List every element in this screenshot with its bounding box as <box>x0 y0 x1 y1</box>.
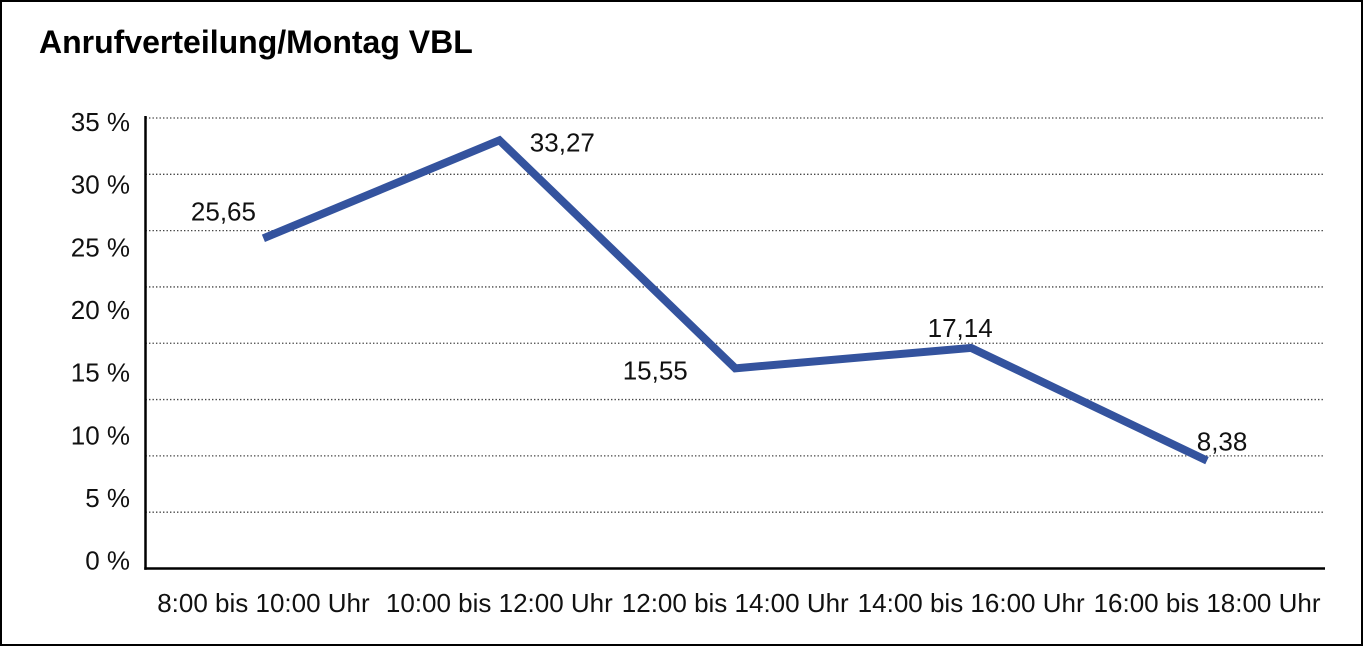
point-value-label: 25,65 <box>191 196 256 226</box>
y-tick-label: 30 % <box>71 170 130 200</box>
y-tick-label: 0 % <box>85 546 130 576</box>
series-line <box>261 135 1209 465</box>
x-category-label: 10:00 bis 12:00 Uhr <box>386 588 613 618</box>
point-value-label: 17,14 <box>928 313 993 343</box>
x-category-label: 12:00 bis 14:00 Uhr <box>622 588 849 618</box>
y-tick-label: 25 % <box>71 232 130 262</box>
point-value-label: 33,27 <box>530 127 595 157</box>
y-tick-label: 20 % <box>71 295 130 325</box>
y-tick-label: 15 % <box>71 358 130 388</box>
x-category-label: 16:00 bis 18:00 Uhr <box>1094 588 1321 618</box>
point-value-label: 8,38 <box>1197 427 1248 457</box>
x-category-label: 14:00 bis 16:00 Uhr <box>858 588 1085 618</box>
y-tick-label: 10 % <box>71 420 130 450</box>
y-tick-label: 35 % <box>71 107 130 137</box>
point-value-label: 15,55 <box>623 355 688 385</box>
x-category-label: 8:00 bis 10:00 Uhr <box>157 588 370 618</box>
chart-title: Anrufverteilung/Montag VBL <box>39 24 473 60</box>
y-tick-label: 5 % <box>85 483 130 513</box>
